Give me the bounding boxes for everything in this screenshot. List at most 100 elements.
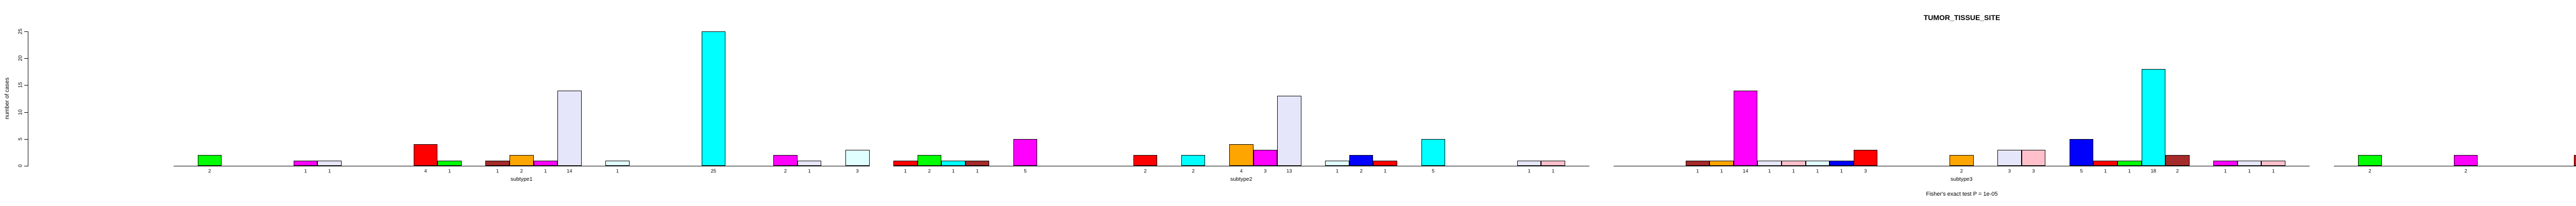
bar	[485, 161, 510, 166]
bar	[1997, 150, 2022, 166]
bar-value-label: 1	[2104, 168, 2107, 174]
bar-value-label: 2	[928, 168, 931, 174]
bar-value-label: 18	[2150, 168, 2157, 174]
y-tick-label: 20	[18, 55, 24, 61]
bar	[2021, 150, 2046, 166]
bar	[2573, 155, 2576, 166]
bar	[941, 161, 965, 166]
bar	[1517, 161, 1541, 166]
bar	[1277, 96, 1301, 166]
bar-value-label: 3	[1264, 168, 1267, 174]
y-tick-label: 25	[18, 28, 24, 35]
bar-value-label: 1	[1792, 168, 1795, 174]
bar	[845, 150, 870, 166]
bar-value-label: 2	[2176, 168, 2179, 174]
bar-value-label: 1	[1840, 168, 1843, 174]
bar-value-label: 5	[1024, 168, 1027, 174]
bar-value-label: 1	[2128, 168, 2131, 174]
bar	[437, 161, 462, 166]
bar	[533, 161, 558, 166]
bar	[2069, 139, 2094, 166]
bar-value-label: 5	[1432, 168, 1435, 174]
bar	[2358, 155, 2382, 166]
bar-value-label: 1	[1335, 168, 1339, 174]
bar-value-label: 3	[856, 168, 859, 174]
bar	[1325, 161, 1349, 166]
bar-value-label: 1	[808, 168, 811, 174]
bar-value-label: 1	[2224, 168, 2227, 174]
bar-value-label: 2	[2368, 168, 2371, 174]
bar	[1373, 161, 1397, 166]
bar	[293, 161, 318, 166]
bar-value-label: 1	[904, 168, 907, 174]
bar-value-label: 2	[1192, 168, 1195, 174]
bar-value-label: 14	[567, 168, 572, 174]
bar-value-label: 3	[2032, 168, 2035, 174]
bar	[2213, 161, 2238, 166]
bar-value-label: 1	[448, 168, 451, 174]
bar-value-label: 1	[1768, 168, 1771, 174]
bar-value-label: 13	[1286, 168, 1292, 174]
bar	[1253, 150, 1278, 166]
bar	[2093, 161, 2117, 166]
chart-title: TUMOR_TISSUE_SITE	[1923, 13, 2001, 22]
bar	[1133, 155, 1158, 166]
bar	[701, 31, 726, 166]
bar-value-label: 4	[424, 168, 427, 174]
bar	[1805, 161, 1830, 166]
bar-value-label: 1	[544, 168, 547, 174]
bar	[1829, 161, 1854, 166]
bar	[2165, 155, 2190, 166]
bar	[965, 161, 990, 166]
y-tick-label: 0	[18, 164, 24, 167]
bar-value-label: 1	[2248, 168, 2251, 174]
bar-value-label: 4	[1240, 168, 1243, 174]
x-group-label: subtype1	[510, 176, 533, 182]
bar-value-label: 1	[2272, 168, 2275, 174]
bar	[1853, 150, 1878, 166]
bar	[1541, 161, 1565, 166]
bar	[197, 155, 222, 166]
x-group-label: subtype3	[1950, 176, 1973, 182]
bar-value-label: 1	[1384, 168, 1387, 174]
bar-value-label: 25	[710, 168, 717, 174]
y-tick	[24, 112, 28, 113]
bar	[1782, 161, 1806, 166]
y-tick	[24, 139, 28, 140]
bar	[1685, 161, 1710, 166]
bar-value-label: 2	[1960, 168, 1963, 174]
bar-value-label: 1	[616, 168, 619, 174]
bar-value-label: 1	[1528, 168, 1531, 174]
bar-value-label: 1	[1816, 168, 1819, 174]
bar-value-label: 1	[496, 168, 499, 174]
bar-value-label: 1	[976, 168, 979, 174]
bar	[1757, 161, 1782, 166]
bar	[557, 91, 582, 166]
bar-value-label: 3	[1864, 168, 1867, 174]
bar-value-label: 1	[1720, 168, 1723, 174]
y-tick	[24, 58, 28, 59]
bar	[2237, 161, 2262, 166]
y-tick	[24, 31, 28, 32]
bar-value-label: 2	[520, 168, 523, 174]
bar	[773, 155, 798, 166]
bar-value-label: 5	[2080, 168, 2083, 174]
y-tick-label: 15	[18, 82, 24, 88]
bar	[1709, 161, 1734, 166]
bar	[1229, 144, 1253, 166]
y-tick-label: 5	[18, 138, 24, 141]
bar-value-label: 1	[952, 168, 955, 174]
bar	[2453, 155, 2478, 166]
bar	[893, 161, 918, 166]
bar	[510, 155, 534, 166]
bar	[1349, 155, 1374, 166]
bar-value-label: 1	[328, 168, 331, 174]
bar	[2141, 69, 2166, 166]
bar-value-label: 2	[208, 168, 211, 174]
bar	[1013, 139, 1038, 166]
bar-value-label: 1	[1696, 168, 1699, 174]
bar-value-label: 3	[2008, 168, 2011, 174]
bar	[2261, 161, 2285, 166]
bar	[2117, 161, 2142, 166]
